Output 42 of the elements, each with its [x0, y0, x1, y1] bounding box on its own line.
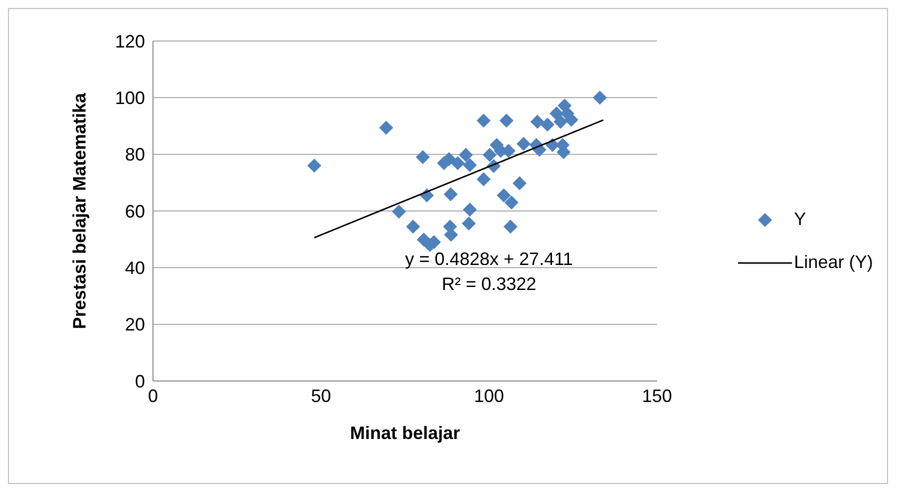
point — [592, 90, 607, 105]
point — [512, 176, 527, 190]
point — [540, 118, 554, 132]
point — [444, 187, 458, 202]
annotation: R² = 0.3322 — [440, 273, 538, 296]
point — [458, 148, 473, 162]
y-tick-label: 40 — [124, 258, 145, 278]
point — [476, 172, 491, 186]
point — [450, 156, 465, 170]
point — [392, 204, 406, 219]
legend-label: Y — [794, 209, 806, 230]
point — [554, 114, 568, 129]
point — [564, 112, 578, 127]
x-tick-label: 150 — [642, 386, 672, 406]
point — [307, 158, 322, 173]
legend-label: Linear (Y) — [794, 252, 873, 273]
y-tick-label: 120 — [114, 31, 145, 52]
point — [516, 136, 531, 151]
y-tick-label: 60 — [124, 201, 145, 222]
y-tick-label: 0 — [134, 371, 145, 392]
annotation: y = 0.4828x + 27.411 — [404, 248, 574, 271]
x-tick-label: 100 — [474, 386, 504, 406]
point — [406, 220, 420, 234]
point — [504, 220, 518, 234]
x-tick-label: 50 — [310, 386, 332, 406]
point — [504, 196, 519, 210]
point — [499, 114, 514, 128]
point — [462, 202, 477, 217]
point — [416, 150, 430, 164]
point — [482, 148, 497, 162]
y-tick-label: 20 — [124, 314, 145, 335]
point — [496, 188, 511, 202]
point — [462, 216, 476, 230]
point — [379, 120, 394, 135]
x-axis-title: Minat belajar — [350, 423, 460, 443]
point — [530, 114, 544, 129]
y-axis-title: Prestasi belajar Matematika — [69, 92, 90, 330]
x-tick-label: 0 — [148, 386, 158, 406]
y-tick-label: 100 — [114, 88, 145, 108]
point — [462, 158, 477, 172]
point — [476, 114, 491, 128]
y-tick-label: 80 — [124, 144, 145, 165]
